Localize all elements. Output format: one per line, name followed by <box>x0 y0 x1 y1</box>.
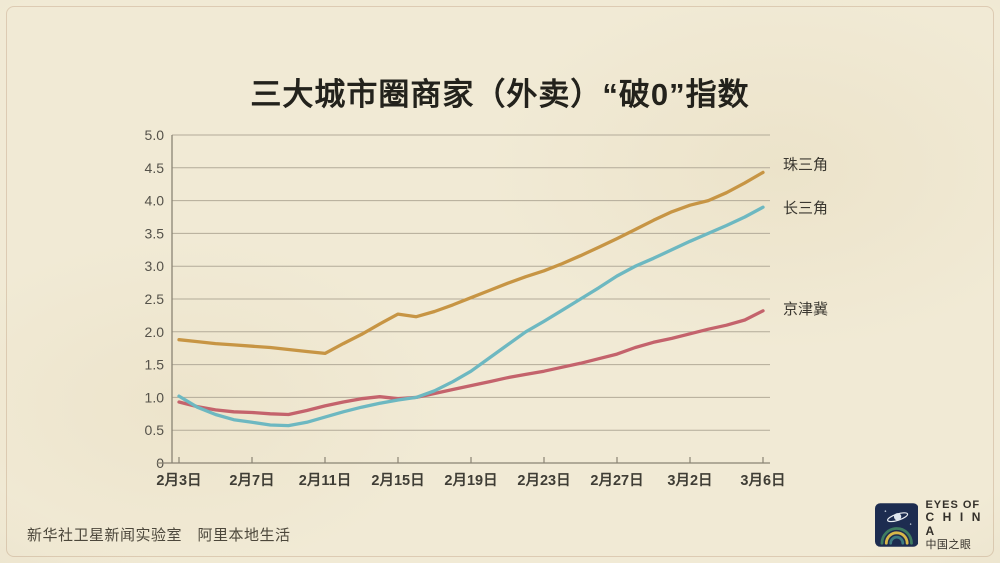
x-tick-label: 3月2日 <box>667 472 712 489</box>
series-label-zhusanjiao: 珠三角 <box>783 156 828 173</box>
y-tick-label: 4.5 <box>145 160 165 176</box>
x-tick-label: 2月27日 <box>590 472 643 489</box>
series-label-changsanjiao: 长三角 <box>783 200 828 217</box>
logo-line-eyes-of: EYES OF <box>925 498 981 511</box>
y-tick-label: 5.0 <box>145 127 165 143</box>
y-tick-label: 1.0 <box>145 389 165 405</box>
logo-text: EYES OF C H I N A 中国之眼 <box>925 499 990 552</box>
x-tick-label: 2月23日 <box>517 472 570 489</box>
y-tick-label: 1.5 <box>145 357 165 373</box>
satellite-logo-icon <box>875 503 919 547</box>
x-tick-label: 2月3日 <box>156 472 201 489</box>
y-tick-label: 2.5 <box>145 291 165 307</box>
page-title: 三大城市圈商家（外卖）“破0”指数 <box>250 76 750 112</box>
logo-line-cn: 中国之眼 <box>925 538 972 551</box>
x-tick-label: 3月6日 <box>740 472 785 489</box>
x-tick-label: 2月15日 <box>371 472 424 489</box>
y-tick-label: 2.0 <box>145 324 165 340</box>
y-tick-label: 0.5 <box>145 422 165 438</box>
footer-credit: 新华社卫星新闻实验室 阿里本地生活 <box>27 527 291 544</box>
line-长三角 <box>177 205 765 428</box>
x-tick-label: 2月11日 <box>299 472 351 489</box>
gridlines <box>172 134 770 431</box>
logo-line-china: C H I N A <box>925 510 983 538</box>
line-京津冀 <box>177 309 765 417</box>
rainbow-arcs-icon <box>880 527 913 545</box>
y-tick-label: 3.0 <box>145 258 165 274</box>
eyes-of-china-logo: EYES OF C H I N A 中国之眼 <box>875 499 990 551</box>
y-tick-label: 3.5 <box>145 225 165 241</box>
line-珠三角 <box>177 170 765 356</box>
x-tick-label: 2月7日 <box>229 472 274 489</box>
x-tick-label: 2月19日 <box>444 472 497 489</box>
series-labels: 京津冀 长三角 珠三角 <box>783 156 828 317</box>
series-label-jingjinji: 京津冀 <box>783 301 828 318</box>
satellite-icon <box>884 510 912 525</box>
y-tick-label: 4.0 <box>145 193 165 209</box>
data-lines <box>177 170 765 428</box>
